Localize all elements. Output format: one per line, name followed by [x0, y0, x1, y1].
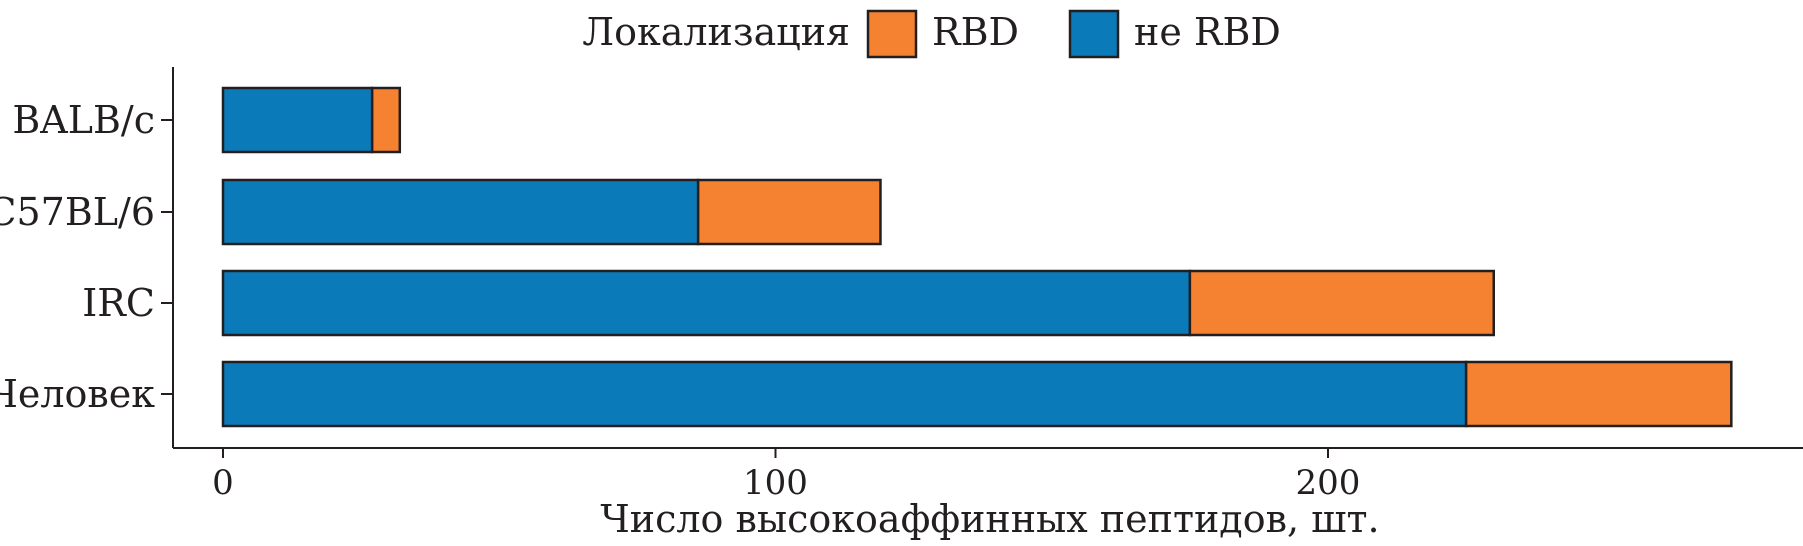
- y-tick-label-2: IRC: [82, 281, 155, 325]
- bar-not-rbd-2: [221, 269, 1192, 337]
- bar-rbd-0: [370, 86, 402, 154]
- legend-label-rbd: RBD: [932, 10, 1019, 54]
- x-axis-label: Число высокоаффинных пептидов, шт.: [600, 497, 1379, 541]
- y-tick-label-1: C57BL/6: [0, 190, 155, 234]
- x-ticks: 0 100 200: [212, 448, 1360, 503]
- y-tick-label-3: Человек: [0, 372, 155, 416]
- bar-rbd-3: [1464, 360, 1733, 428]
- legend-swatch-rbd: [866, 9, 918, 59]
- bar-not-rbd-1: [221, 178, 700, 246]
- legend-title: Локализация: [582, 10, 850, 54]
- x-tick-label-2: 200: [1296, 463, 1361, 503]
- y-tick-label-0: BALB/c: [12, 98, 155, 142]
- legend: Локализация RBD не RBD: [582, 9, 1281, 59]
- plot-area: BALB/c C57BL/6 IRC Человек 0 100 200: [0, 67, 1803, 503]
- legend-label-not-rbd: не RBD: [1134, 10, 1281, 54]
- bar-rbd-2: [1188, 269, 1495, 337]
- bars: [221, 86, 1733, 428]
- bar-not-rbd-3: [221, 360, 1468, 428]
- y-ticks: BALB/c C57BL/6 IRC Человек: [0, 98, 173, 416]
- bar-not-rbd-0: [221, 86, 374, 154]
- x-tick-label-1: 100: [743, 463, 808, 503]
- legend-swatch-not-rbd: [1068, 9, 1120, 59]
- bar-rbd-1: [696, 178, 882, 246]
- x-tick-label-0: 0: [212, 463, 234, 503]
